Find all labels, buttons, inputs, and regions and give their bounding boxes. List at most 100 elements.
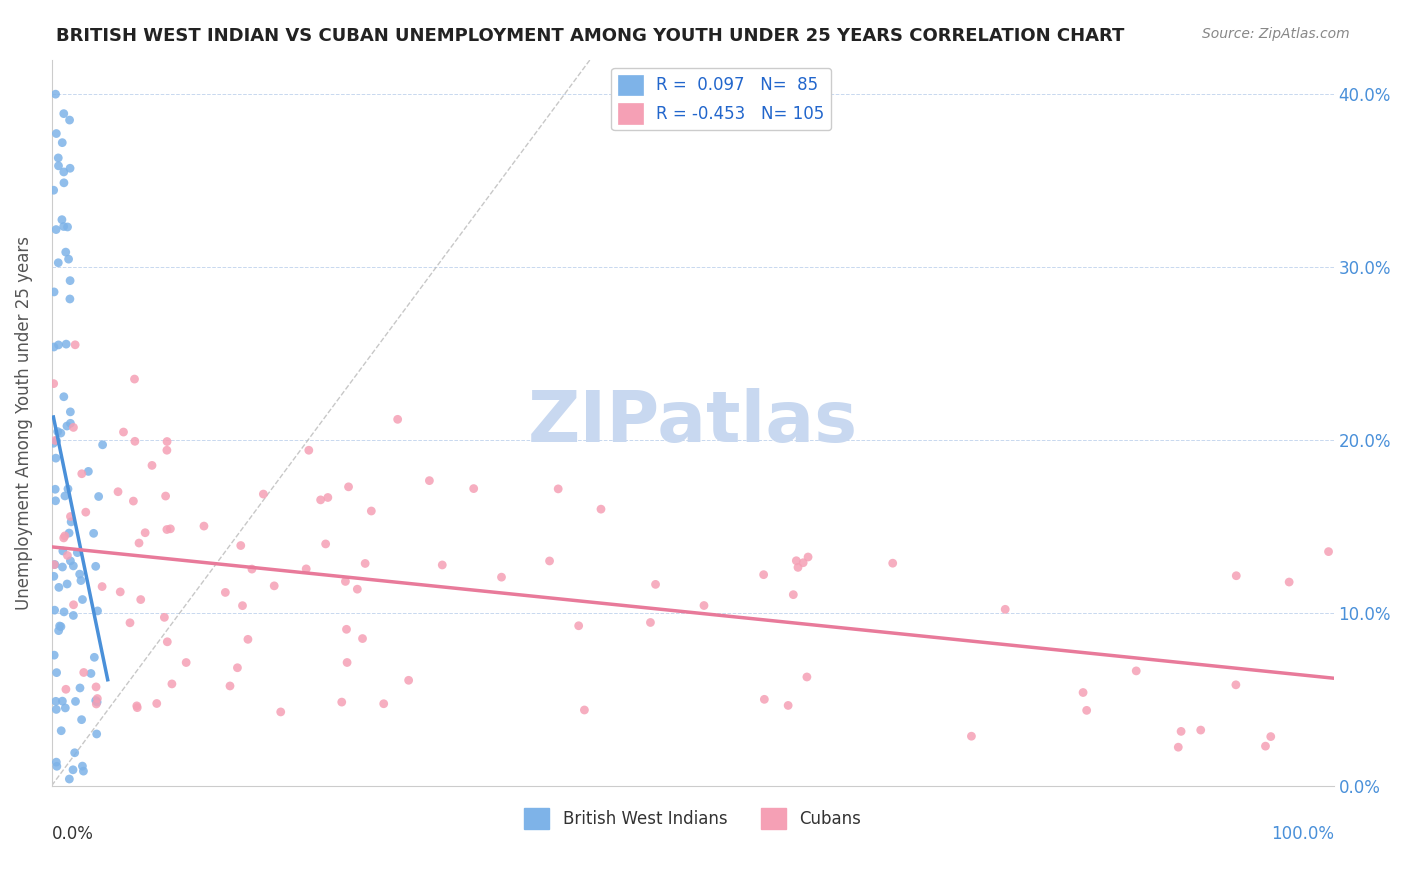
Cubans [1317, 544, 1340, 558]
British West Indians [66, 546, 89, 560]
British West Indians [48, 338, 70, 352]
British West Indians [56, 577, 79, 591]
British West Indians [45, 694, 67, 708]
Cubans [354, 557, 377, 571]
British West Indians [56, 419, 79, 434]
British West Indians [63, 746, 86, 760]
British West Indians [58, 526, 80, 541]
British West Indians [42, 436, 65, 450]
Cubans [337, 480, 360, 494]
Cubans [796, 670, 818, 684]
British West Indians [45, 665, 67, 680]
Cubans [193, 519, 215, 533]
British West Indians [42, 285, 65, 299]
British West Indians [56, 219, 79, 234]
Cubans [432, 558, 454, 572]
Cubans [994, 602, 1017, 616]
British West Indians [49, 619, 72, 633]
Cubans [1254, 739, 1277, 753]
British West Indians [52, 544, 75, 558]
Cubans [145, 697, 167, 711]
British West Indians [58, 113, 80, 128]
British West Indians [77, 464, 100, 478]
Cubans [398, 673, 420, 688]
British West Indians [69, 681, 91, 695]
British West Indians [59, 274, 82, 288]
Cubans [62, 598, 84, 612]
Cubans [125, 698, 148, 713]
British West Indians [58, 772, 80, 786]
British West Indians [52, 219, 75, 234]
Cubans [129, 592, 152, 607]
British West Indians [42, 183, 65, 197]
British West Indians [53, 701, 76, 715]
Cubans [86, 697, 108, 711]
Cubans [335, 574, 357, 589]
British West Indians [44, 482, 66, 496]
Cubans [86, 691, 108, 706]
British West Indians [70, 574, 93, 588]
British West Indians [65, 694, 87, 708]
Cubans [231, 599, 253, 613]
British West Indians [44, 558, 66, 572]
British West Indians [42, 340, 65, 354]
Cubans [785, 554, 807, 568]
British West Indians [59, 405, 82, 419]
Cubans [693, 599, 716, 613]
Cubans [589, 502, 612, 516]
Text: BRITISH WEST INDIAN VS CUBAN UNEMPLOYMENT AMONG YOUTH UNDER 25 YEARS CORRELATION: BRITISH WEST INDIAN VS CUBAN UNEMPLOYMEN… [56, 27, 1125, 45]
British West Indians [80, 666, 103, 681]
British West Indians [62, 608, 84, 623]
Cubans [59, 509, 82, 524]
Cubans [240, 562, 263, 576]
British West Indians [48, 159, 70, 173]
Cubans [336, 656, 359, 670]
Cubans [112, 425, 135, 439]
British West Indians [70, 713, 93, 727]
British West Indians [48, 619, 70, 633]
Cubans [44, 558, 66, 572]
Cubans [156, 523, 179, 537]
British West Indians [59, 161, 82, 176]
Text: 100.0%: 100.0% [1271, 825, 1334, 844]
Cubans [156, 443, 179, 458]
British West Indians [52, 390, 75, 404]
Cubans [754, 692, 776, 706]
Cubans [75, 505, 97, 519]
Cubans [122, 494, 145, 508]
British West Indians [58, 252, 80, 267]
British West Indians [48, 624, 70, 638]
British West Indians [62, 763, 84, 777]
Cubans [547, 482, 569, 496]
Cubans [42, 376, 65, 391]
Cubans [574, 703, 596, 717]
Cubans [107, 484, 129, 499]
Cubans [787, 560, 810, 574]
British West Indians [86, 695, 108, 709]
Cubans [44, 434, 66, 448]
Cubans [1170, 724, 1192, 739]
British West Indians [46, 151, 69, 165]
Cubans [214, 585, 236, 599]
Legend: British West Indians, Cubans: British West Indians, Cubans [517, 802, 868, 835]
Cubans [295, 562, 318, 576]
Cubans [118, 615, 141, 630]
Cubans [252, 487, 274, 501]
Cubans [124, 372, 146, 386]
Cubans [128, 536, 150, 550]
Cubans [752, 567, 775, 582]
Cubans [352, 632, 374, 646]
British West Indians [51, 694, 73, 708]
Cubans [153, 610, 176, 624]
British West Indians [46, 256, 69, 270]
British West Indians [46, 425, 69, 439]
British West Indians [51, 723, 73, 738]
British West Indians [45, 759, 67, 773]
British West Indians [59, 417, 82, 431]
Cubans [263, 579, 285, 593]
Cubans [335, 623, 357, 637]
British West Indians [51, 560, 73, 574]
British West Indians [53, 489, 76, 503]
Cubans [797, 549, 820, 564]
Cubans [778, 698, 800, 713]
